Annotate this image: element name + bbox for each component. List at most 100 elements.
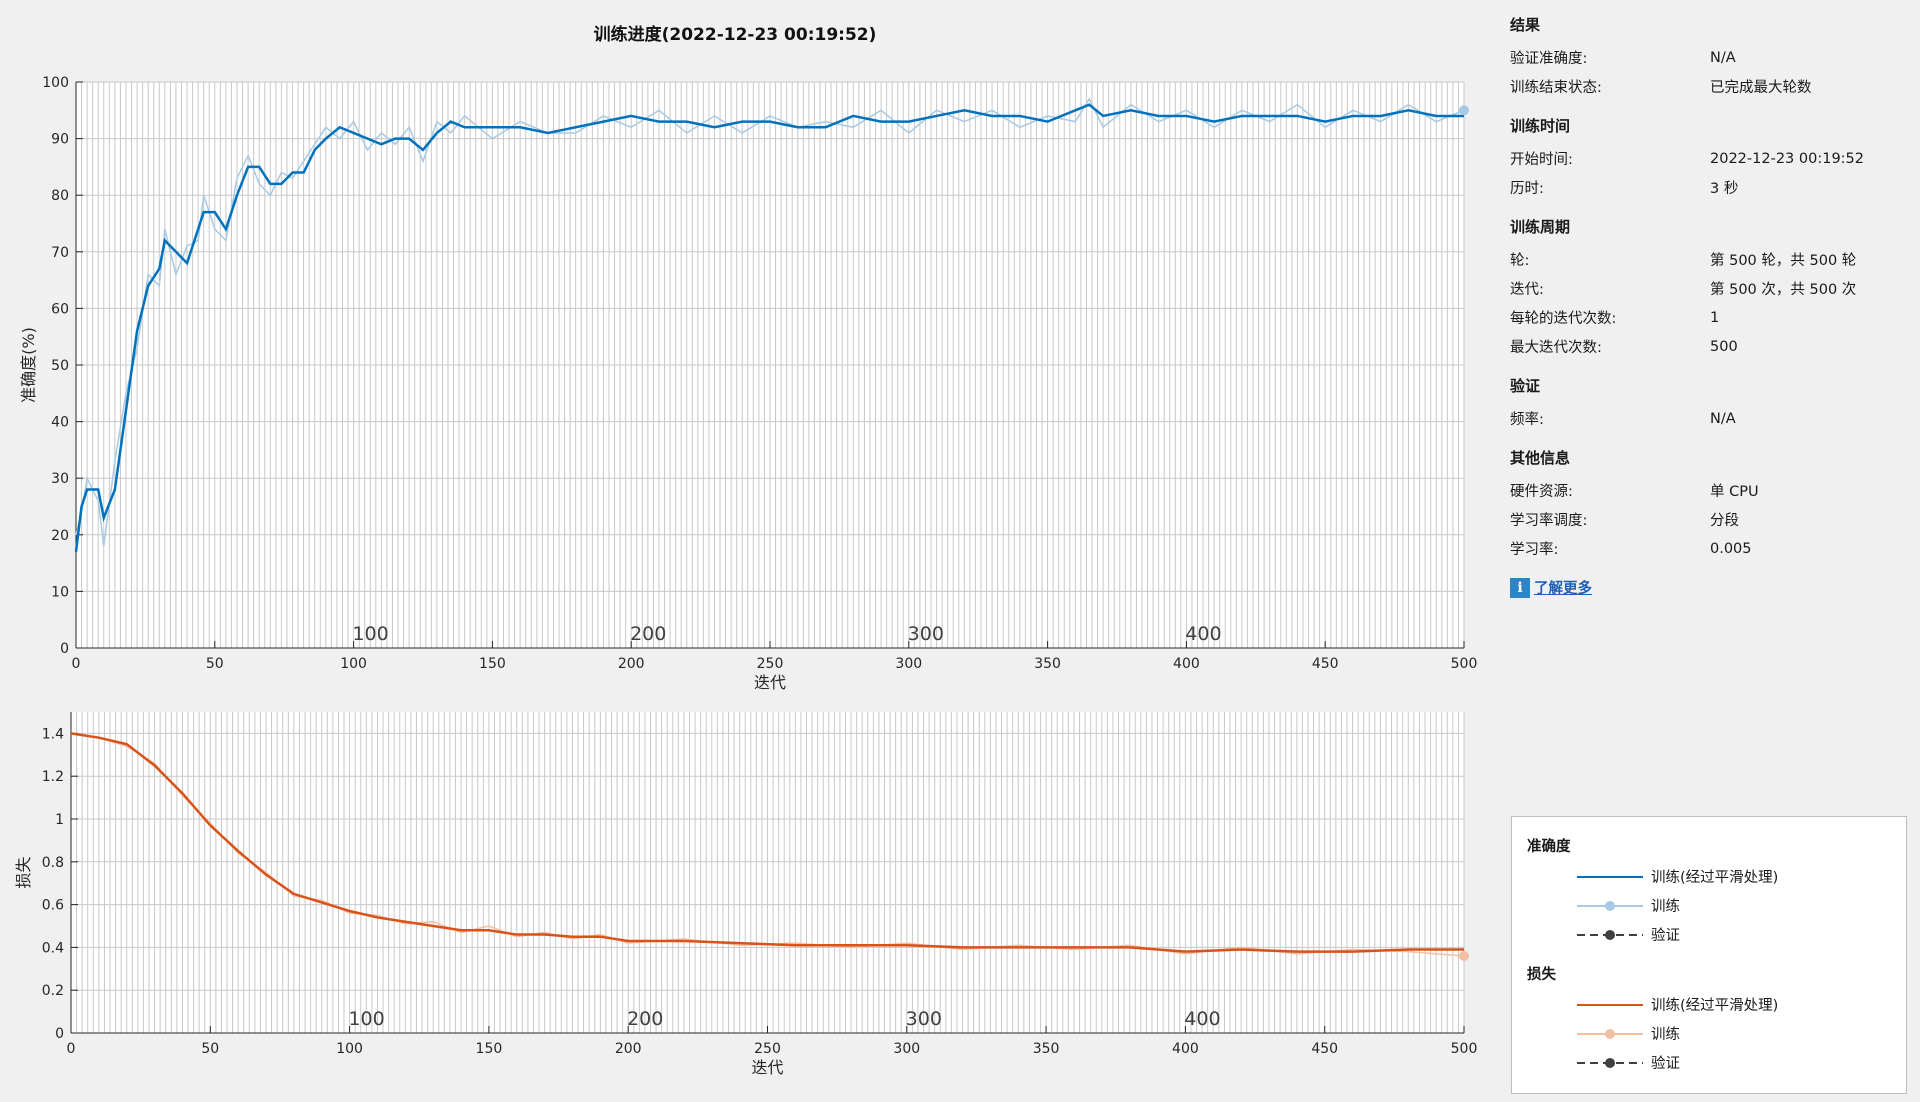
loss-y-tick-label: 0.2 [42, 983, 64, 999]
info-row: 迭代: 第 500 次，共 500 次 [1510, 274, 1890, 303]
info-panel: 结果 验证准确度: N/A 训练结束状态: 已完成最大轮数 训练时间 开始时间: 20… [1510, 14, 1890, 598]
loss-epoch-label: 100 [348, 1008, 384, 1030]
accuracy-y-tick-label: 30 [51, 471, 69, 487]
accuracy-y-tick-label: 70 [51, 245, 69, 261]
info-row: 每轮的迭代次数: 1 [1510, 303, 1890, 332]
loss-chart: 0 50 100 150 200 250 300 350 400 450 500 0 0.2 0.4 0.6… [14, 712, 1478, 1077]
info-row: 训练结束状态: 已完成最大轮数 [1510, 72, 1890, 101]
info-value: 分段 [1710, 513, 1739, 529]
loss-x-tick-label: 50 [201, 1041, 219, 1057]
legend-line-swatch [1577, 875, 1643, 878]
accuracy-smoothed-series [74, 103, 1464, 552]
accuracy-x-tick-label: 250 [757, 656, 784, 672]
accuracy-epoch-label: 200 [630, 623, 666, 645]
loss-y-tick-label: 0.8 [42, 855, 64, 871]
accuracy-x-tick-label: 0 [72, 656, 81, 672]
accuracy-y-tick-label: 50 [51, 358, 69, 374]
info-icon: i [1510, 577, 1530, 598]
learn-more-label[interactable]: 了解更多 [1534, 581, 1592, 597]
accuracy-grid [75, 81, 1465, 649]
loss-y-tick-label: 0.4 [42, 940, 64, 956]
accuracy-x-tick-label: 350 [1034, 656, 1061, 672]
info-value: 1 [1710, 309, 1720, 326]
info-value: 3 秒 [1710, 181, 1739, 197]
info-row: 验证准确度: N/A [1510, 43, 1890, 72]
info-key: 学习率调度: [1510, 513, 1588, 529]
info-value: N/A [1710, 49, 1736, 66]
loss-x-label: 迭代 [751, 1058, 783, 1077]
loss-epoch-label: 200 [627, 1008, 663, 1030]
legend-loss-title: 损失 [1527, 967, 1556, 983]
info-value: 第 500 轮，共 500 轮 [1710, 253, 1857, 269]
info-key: 历时: [1510, 181, 1544, 197]
legend-item: 验证 [1527, 1048, 1891, 1077]
legend-item: 训练 [1527, 1019, 1891, 1048]
accuracy-x-tick-label: 50 [206, 656, 224, 672]
accuracy-x-tick-label: 150 [479, 656, 506, 672]
loss-x-tick-label: 300 [893, 1041, 920, 1057]
loss-epoch-label: 400 [1184, 1008, 1220, 1030]
validation-section: 验证 频率: N/A [1510, 375, 1890, 433]
accuracy-x-tick-label: 100 [340, 656, 367, 672]
info-key: 验证准确度: [1510, 51, 1588, 67]
legend-item: 训练 [1527, 891, 1891, 920]
legend-item: 训练(经过平滑处理) [1527, 862, 1891, 891]
accuracy-raw-series [75, 97, 1465, 547]
info-value: 500 [1710, 338, 1738, 355]
accuracy-x-tick-label: 500 [1451, 656, 1478, 672]
loss-last-point [1459, 950, 1469, 961]
accuracy-x-tick-label: 450 [1312, 656, 1339, 672]
info-row: 轮: 第 500 轮，共 500 轮 [1510, 245, 1890, 274]
accuracy-x-tick-label: 200 [618, 656, 645, 672]
legend-item: 训练(经过平滑处理) [1527, 990, 1891, 1019]
cycle-section-title: 训练周期 [1510, 218, 1571, 236]
accuracy-y-label: 准确度(%) [19, 327, 38, 403]
accuracy-x-label: 迭代 [754, 673, 786, 692]
loss-epoch-label: 300 [906, 1008, 942, 1030]
loss-x-tick-label: 450 [1311, 1041, 1338, 1057]
info-value: 第 500 次，共 500 次 [1710, 282, 1857, 298]
accuracy-chart: 0 50 100 150 200 250 300 350 400 450 500 0 10 20 30 40 5… [19, 75, 1478, 692]
accuracy-y-tick-label: 80 [51, 188, 69, 204]
info-key: 开始时间: [1510, 152, 1573, 168]
legend-panel: 准确度 训练(经过平滑处理) 训练 验证 损失 训练(经过平滑处理) 训练 验证 [1511, 816, 1907, 1094]
loss-x-tick-label: 100 [336, 1041, 363, 1057]
loss-y-tick-label: 0.6 [42, 898, 64, 914]
loss-x-tick-label: 150 [476, 1041, 503, 1057]
loss-x-tick-label: 500 [1451, 1041, 1478, 1057]
time-section-title: 训练时间 [1510, 117, 1571, 135]
info-row: 学习率: 0.005 [1510, 534, 1890, 563]
accuracy-y-tick-label: 90 [51, 132, 69, 148]
loss-y-tick-label: 0 [55, 1026, 64, 1042]
info-key: 轮: [1510, 253, 1530, 269]
accuracy-x-tick-label: 400 [1173, 656, 1200, 672]
legend-label: 验证 [1651, 928, 1680, 944]
info-row: 历时: 3 秒 [1510, 173, 1890, 202]
accuracy-y-tick-label: 60 [51, 301, 69, 317]
info-key: 最大迭代次数: [1510, 340, 1602, 356]
legend-accuracy-title: 准确度 [1527, 839, 1571, 855]
loss-y-tick-label: 1 [55, 812, 64, 828]
accuracy-y-tick-label: 100 [42, 75, 69, 91]
legend-marker-swatch [1577, 900, 1643, 911]
cycle-section: 训练周期 轮: 第 500 轮，共 500 轮 迭代: 第 500 次，共 500 … [1510, 216, 1890, 361]
loss-x-tick-label: 400 [1172, 1041, 1199, 1057]
learn-more-link[interactable]: i 了解更多 [1510, 577, 1890, 598]
accuracy-y-tick-label: 20 [51, 528, 69, 544]
results-section-title: 结果 [1510, 16, 1541, 34]
loss-smoothed-series [70, 732, 1464, 953]
info-key: 学习率: [1510, 542, 1559, 558]
legend-label: 训练 [1651, 899, 1680, 915]
info-row: 最大迭代次数: 500 [1510, 332, 1890, 361]
time-section: 训练时间 开始时间: 2022-12-23 00:19:52 历时: 3 秒 [1510, 115, 1890, 202]
window-title: 训练进度(2022-12-23 00:19:52) [593, 25, 877, 45]
other-section: 其他信息 硬件资源: 单 CPU 学习率调度: 分段 学习率: 0.005 [1510, 447, 1890, 563]
legend-line-swatch [1577, 1003, 1643, 1006]
legend-dashed-swatch [1577, 929, 1643, 940]
legend-item: 验证 [1527, 920, 1891, 949]
legend-label: 训练(经过平滑处理) [1651, 870, 1779, 886]
accuracy-x-tick-label: 300 [895, 656, 922, 672]
info-value: 0.005 [1710, 540, 1752, 557]
info-key: 迭代: [1510, 282, 1544, 298]
legend-marker-swatch [1577, 1028, 1643, 1039]
